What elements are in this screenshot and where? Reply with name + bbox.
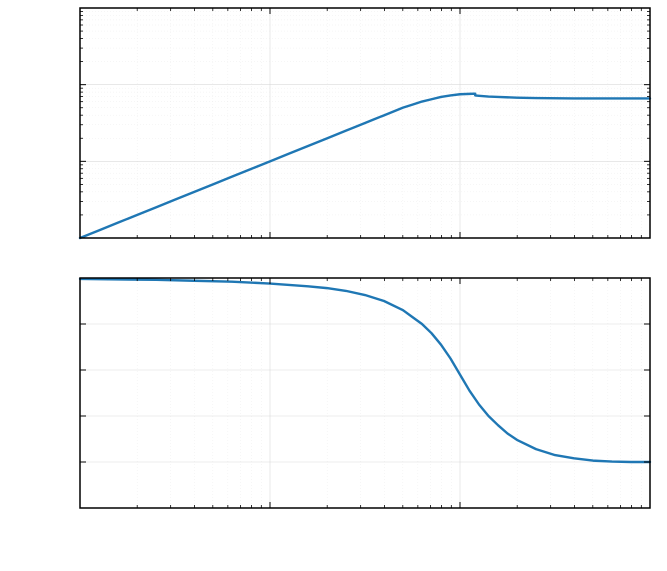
bode-plot-figure [0, 0, 667, 571]
